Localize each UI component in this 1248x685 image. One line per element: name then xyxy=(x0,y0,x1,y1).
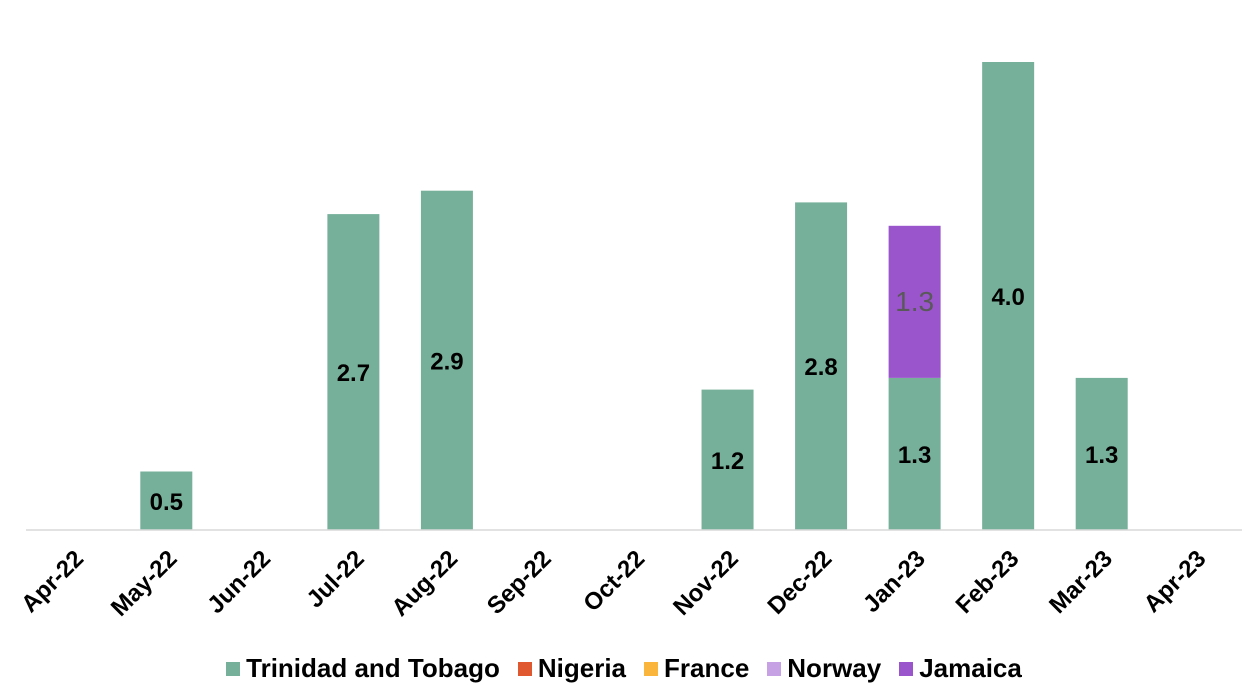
legend-item: France xyxy=(644,653,749,684)
legend-swatch xyxy=(767,661,782,676)
legend-swatch xyxy=(517,661,532,676)
x-tick-label: Aug-22 xyxy=(387,545,464,622)
bar-dec-22-trinidad-and-tobago xyxy=(795,202,848,530)
legend-label: Jamaica xyxy=(919,653,1022,683)
x-tick-label: Mar-23 xyxy=(1044,545,1118,619)
x-tick-labels: Apr-22 May-22 Jun-22 Jul-22 Aug-22 Sep-22 Oct-… xyxy=(16,545,1211,622)
x-tick-label: May-22 xyxy=(106,545,183,622)
x-tick-label: Jul-22 xyxy=(301,545,369,613)
bar-feb-23-trinidad-and-tobago xyxy=(982,62,1035,530)
legend-item: Jamaica xyxy=(899,653,1022,684)
legend-label: Trinidad and Tobago xyxy=(246,653,500,683)
legend-label: Nigeria xyxy=(537,653,627,683)
legend: Trinidad and Tobago Nigeria France Norway Ja… xyxy=(0,652,1248,685)
x-tick-label: Nov-22 xyxy=(668,545,744,621)
x-tick-label: Apr-23 xyxy=(1139,545,1212,618)
bar-aug-22-trinidad-and-tobago xyxy=(420,190,473,530)
legend-item: Trinidad and Tobago xyxy=(226,653,500,684)
data-label: 2.8 xyxy=(804,354,837,381)
x-tick-label: Dec-22 xyxy=(763,545,838,620)
legend-label: Norway xyxy=(787,653,882,683)
data-label: 1.3 xyxy=(1085,442,1118,469)
x-tick-label: Jan-23 xyxy=(858,545,931,618)
data-label: 1.3 xyxy=(898,442,931,469)
x-tick-label: Jun-22 xyxy=(202,545,276,619)
data-label: 1.2 xyxy=(711,448,744,475)
x-tick-label: Apr-22 xyxy=(16,545,89,618)
bar-jan-23-jamaica xyxy=(888,225,941,378)
x-tick-label: Sep-22 xyxy=(482,545,557,620)
legend-swatch xyxy=(226,661,241,676)
data-label: 1.3 xyxy=(895,286,934,317)
bar-may-22-trinidad-and-tobago xyxy=(140,471,193,530)
bar-jul-22-trinidad-and-tobago xyxy=(327,214,380,530)
legend-item: Norway xyxy=(767,653,881,684)
legend-swatch xyxy=(644,661,659,676)
bars-layer xyxy=(140,62,1128,530)
data-label: 2.7 xyxy=(337,360,370,387)
legend-item: Nigeria xyxy=(517,653,627,684)
legend-label: France xyxy=(664,653,750,683)
bar-nov-22-trinidad-and-tobago xyxy=(701,389,754,530)
legend-swatch xyxy=(899,661,914,676)
bar-mar-23-trinidad-and-tobago xyxy=(1075,377,1128,530)
x-tick-label: Feb-23 xyxy=(951,545,1025,619)
x-tick-label: Oct-22 xyxy=(578,545,650,617)
data-label: 0.5 xyxy=(150,489,183,516)
data-label: 4.0 xyxy=(991,284,1024,311)
data-label: 2.9 xyxy=(430,348,463,375)
bar-jan-23-trinidad-and-tobago xyxy=(888,377,941,530)
data-labels-layer: 0.5 2.7 2.9 1.2 2.8 1.3 1.3 4.0 1.3 xyxy=(150,284,1119,516)
